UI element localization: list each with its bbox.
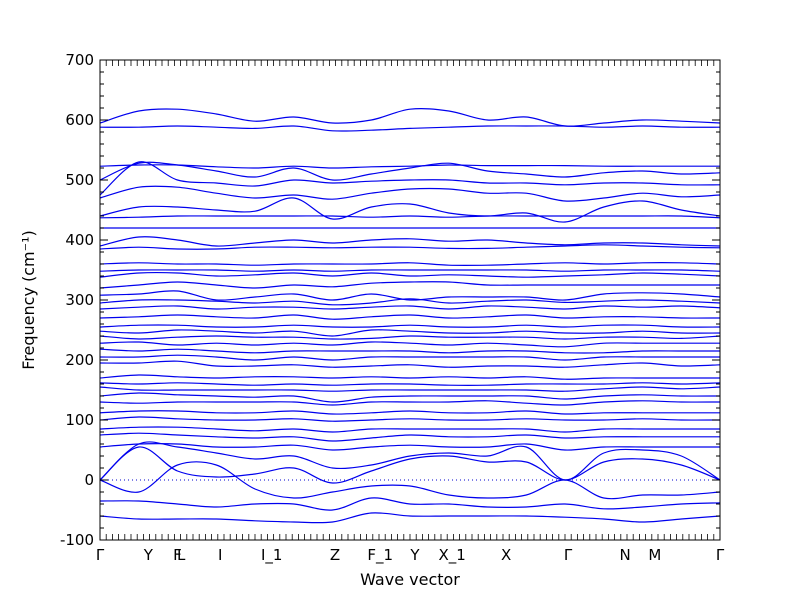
band-line-36 bbox=[99, 443, 720, 451]
y-tick-label: 200 bbox=[65, 351, 94, 369]
y-tick-label: 700 bbox=[65, 51, 94, 69]
band-line-28 bbox=[99, 382, 721, 386]
y-tick-label: 600 bbox=[65, 111, 94, 129]
x-tick-label: Γ bbox=[564, 546, 573, 564]
x-tick-label: Y bbox=[143, 546, 154, 564]
band-line-31 bbox=[99, 400, 721, 406]
x-tick-labels: Γ Y FL I I_1 Z F_1 Y X_1 X Γ N M Γ bbox=[96, 546, 725, 565]
band-line-30 bbox=[99, 392, 721, 403]
band-line-39 bbox=[99, 461, 721, 500]
band-line-23 bbox=[99, 341, 720, 348]
band-line-25 bbox=[99, 354, 720, 361]
band-line-12 bbox=[99, 262, 721, 267]
band-line-13 bbox=[99, 269, 721, 272]
x-axis-label: Wave vector bbox=[360, 570, 460, 589]
x-tick-label: I bbox=[218, 546, 222, 564]
x-tick-label: I_1 bbox=[261, 546, 282, 565]
band-line-5 bbox=[99, 161, 721, 196]
x-tick-label: F bbox=[173, 546, 182, 564]
x-tick-label: N bbox=[620, 546, 631, 564]
band-line-41 bbox=[99, 512, 721, 524]
band-line-3 bbox=[99, 164, 720, 169]
y-tick-label: 500 bbox=[65, 171, 94, 189]
band-line-38 bbox=[99, 446, 721, 484]
band-line-27 bbox=[99, 374, 720, 380]
band-line-10 bbox=[99, 236, 721, 247]
y-tick-label: -100 bbox=[60, 531, 94, 549]
band-line-35 bbox=[99, 432, 720, 442]
band-line-17 bbox=[99, 298, 721, 306]
x-tick-label: X_1 bbox=[438, 546, 465, 565]
y-tick-label: 400 bbox=[65, 231, 94, 249]
band-line-14 bbox=[99, 271, 721, 278]
band-line-6 bbox=[99, 185, 721, 202]
y-tick-labels: -100 0 100 200 300 400 500 600 700 bbox=[60, 51, 94, 549]
band-line-16 bbox=[99, 290, 721, 301]
band-line-20 bbox=[99, 324, 721, 328]
series-layer bbox=[99, 107, 721, 524]
y-tick-label: 100 bbox=[65, 411, 94, 429]
x-tick-label: Γ bbox=[716, 546, 725, 564]
band-line-24 bbox=[99, 348, 720, 354]
band-line-11 bbox=[99, 244, 721, 250]
band-line-8 bbox=[99, 215, 721, 219]
x-tick-label: L bbox=[177, 546, 186, 564]
band-line-40 bbox=[99, 497, 721, 511]
x-tick-label: Z bbox=[330, 546, 340, 564]
band-line-19 bbox=[99, 314, 721, 320]
band-line-26 bbox=[99, 360, 721, 368]
band-line-29 bbox=[99, 386, 721, 392]
x-tick-label: M bbox=[648, 546, 661, 564]
x-tick-label: Γ bbox=[96, 546, 105, 564]
band-line-15 bbox=[99, 281, 720, 289]
band-line-22 bbox=[99, 335, 721, 340]
x-tick-label: F_1 bbox=[367, 546, 393, 565]
tick-layer bbox=[100, 59, 720, 541]
y-axis-label: Frequency (cm⁻¹) bbox=[19, 230, 38, 369]
band-line-2 bbox=[99, 125, 721, 132]
band-line-32 bbox=[99, 410, 720, 415]
x-tick-label: Y bbox=[409, 546, 420, 564]
band-line-33 bbox=[99, 416, 721, 422]
band-line-18 bbox=[99, 305, 721, 310]
band-line-37 bbox=[99, 441, 721, 481]
band-line-21 bbox=[99, 329, 721, 337]
band-line-34 bbox=[99, 426, 720, 433]
band-line-7 bbox=[99, 197, 721, 223]
y-tick-label: 300 bbox=[65, 291, 94, 309]
x-tick-label: X bbox=[501, 546, 511, 564]
y-tick-label: 0 bbox=[84, 471, 94, 489]
band-line-4 bbox=[99, 161, 721, 181]
band-line-1 bbox=[99, 107, 721, 127]
